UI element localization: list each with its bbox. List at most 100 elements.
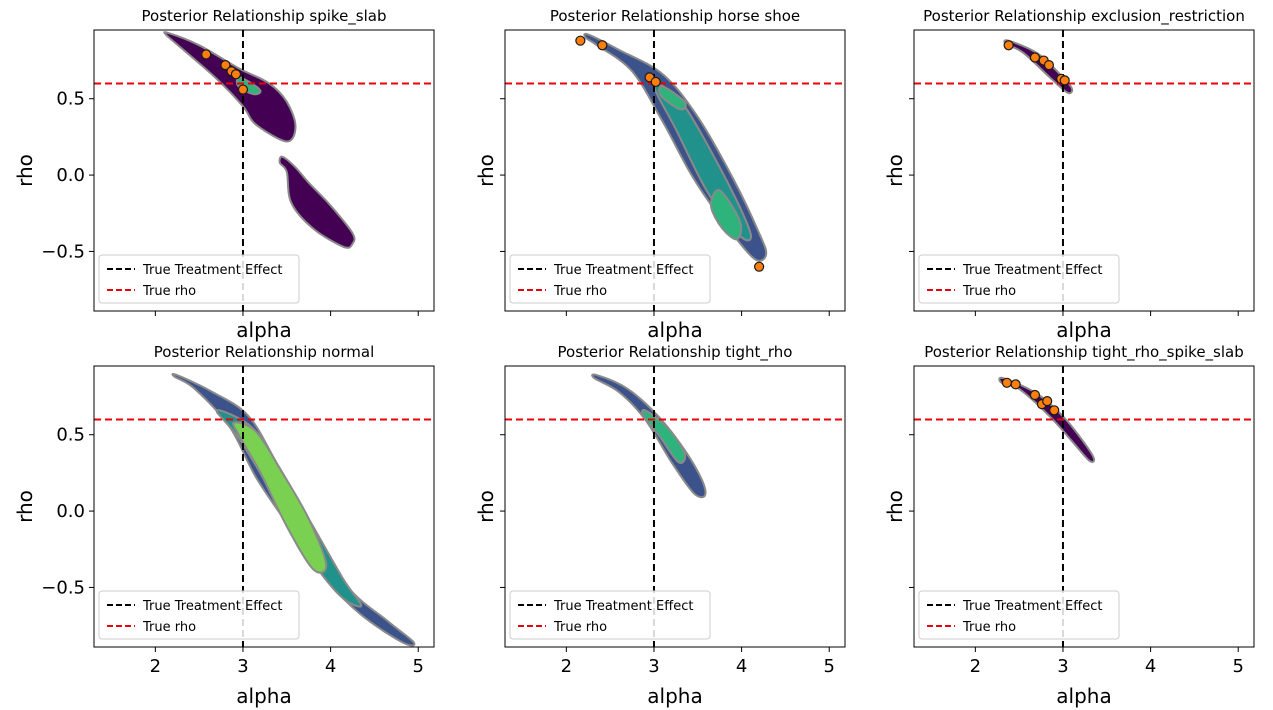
axes-frame — [913, 365, 1255, 648]
subplot-5: Posterior Relationship tight_rho 2 3 4 5 alph… — [474, 343, 846, 708]
axes-frame — [504, 29, 846, 312]
y-tick-label: −0.5 — [41, 241, 85, 262]
legend-box — [98, 254, 300, 304]
legend: True Treatment Effect True rho — [509, 254, 711, 304]
sample-point-5 — [1042, 396, 1053, 407]
sample-point-2 — [1029, 52, 1041, 63]
x-axis-label: alpha — [1056, 318, 1111, 342]
legend-label-2: True rho — [142, 284, 196, 299]
x-tick-label: 5 — [824, 656, 835, 677]
x-tick-label: 3 — [1057, 656, 1068, 677]
sample-point-1 — [201, 49, 212, 60]
legend: True Treatment Effect True rho — [918, 590, 1120, 640]
contour-region-1 — [591, 373, 707, 499]
legend-label-2: True rho — [962, 284, 1016, 299]
subplot-4: Posterior Relationship normal 2 3 4 5 0.5 0.0 −… — [13, 343, 435, 708]
sample-point-5 — [237, 84, 249, 95]
legend-label-1: True Treatment Effect — [142, 263, 282, 278]
y-axis-label: rho — [13, 490, 37, 523]
x-axis-label: alpha — [647, 684, 702, 708]
sample-point-1 — [1001, 377, 1012, 388]
sample-point-6 — [1059, 75, 1070, 86]
axes-frame — [93, 29, 435, 312]
y-axis-label: rho — [13, 154, 37, 187]
legend-box — [509, 254, 711, 304]
legend: True Treatment Effect True rho — [98, 254, 300, 304]
x-tick-label: 4 — [1145, 656, 1156, 677]
contour-region-1 — [163, 31, 297, 143]
y-axis-label: rho — [474, 154, 498, 187]
x-tick-label: 4 — [736, 656, 747, 677]
plot-area — [94, 30, 434, 311]
legend-box — [98, 590, 300, 640]
x-axis-label: alpha — [236, 318, 291, 342]
legend-box — [509, 590, 711, 640]
legend-label-2: True rho — [962, 620, 1016, 635]
legend: True Treatment Effect True rho — [918, 254, 1120, 304]
x-tick-label: 2 — [150, 656, 161, 677]
subplot-6: Posterior Relationship tight_rho_spike_s… — [883, 343, 1255, 708]
sample-point-4 — [1043, 60, 1055, 71]
x-axis-label: alpha — [1056, 684, 1111, 708]
contour-region-2 — [278, 155, 356, 249]
y-tick-label: 0.0 — [56, 165, 85, 186]
legend-label-2: True rho — [142, 620, 196, 635]
x-tick-label: 3 — [648, 656, 659, 677]
x-tick-label: 3 — [237, 656, 248, 677]
legend-label-2: True rho — [553, 620, 607, 635]
axes-frame — [913, 29, 1255, 312]
y-tick-label: 0.0 — [56, 501, 85, 522]
x-tick-label: 4 — [325, 656, 336, 677]
legend-box — [918, 254, 1120, 304]
sample-point-3 — [1029, 389, 1041, 401]
legend: True Treatment Effect True rho — [509, 590, 711, 640]
y-tick-label: 0.5 — [56, 89, 85, 110]
x-axis-label: alpha — [236, 684, 291, 708]
sample-point-4 — [230, 69, 242, 80]
x-tick-label: 2 — [970, 656, 981, 677]
sample-point-1 — [575, 35, 586, 46]
contour-region-4 — [709, 189, 743, 241]
contour-region-3 — [232, 421, 328, 574]
legend-label-1: True Treatment Effect — [553, 263, 693, 278]
sample-point-2 — [597, 40, 608, 51]
contour-region-2 — [641, 408, 687, 464]
legend-label-2: True rho — [553, 284, 607, 299]
y-tick-label: −0.5 — [41, 577, 85, 598]
x-tick-label: 5 — [1233, 656, 1244, 677]
subplot-title: Posterior Relationship normal — [154, 343, 374, 361]
legend-label-1: True Treatment Effect — [142, 599, 282, 614]
y-axis-label: rho — [883, 490, 907, 523]
plot-area — [94, 366, 434, 647]
subplot-title: Posterior Relationship tight_rho — [558, 343, 793, 362]
subplot-3: Posterior Relationship exclusion_restric… — [883, 7, 1255, 342]
legend-label-1: True Treatment Effect — [553, 599, 693, 614]
sample-point-1 — [1003, 40, 1014, 51]
legend-label-1: True Treatment Effect — [962, 599, 1102, 614]
axes-frame — [504, 365, 846, 648]
sample-point-5 — [754, 261, 765, 272]
subplot-title: Posterior Relationship horse shoe — [550, 7, 800, 25]
axes-frame — [93, 365, 435, 648]
subplot-title: Posterior Relationship exclusion_restric… — [923, 7, 1245, 26]
legend: True Treatment Effect True rho — [98, 590, 300, 640]
subplot-title: Posterior Relationship tight_rho_spike_s… — [924, 343, 1244, 362]
y-tick-label: 0.5 — [56, 425, 85, 446]
sample-point-4 — [650, 76, 661, 88]
plot-area — [914, 366, 1254, 647]
subplot-title: Posterior Relationship spike_slab — [142, 7, 387, 26]
subplot-1: Posterior Relationship spike_slab 0.5 0.0 −… — [13, 7, 435, 342]
y-axis-label: rho — [883, 154, 907, 187]
x-tick-label: 5 — [413, 656, 424, 677]
x-tick-label: 2 — [561, 656, 572, 677]
x-axis-label: alpha — [647, 318, 702, 342]
sample-point-2 — [1010, 379, 1021, 390]
sample-point-2 — [220, 60, 231, 71]
plot-area — [505, 30, 845, 311]
contour-region-3 — [658, 85, 687, 111]
sample-point-6 — [1049, 405, 1060, 416]
y-axis-label: rho — [474, 490, 498, 523]
subplot-2: Posterior Relationship horse shoe alpha rh… — [474, 7, 846, 342]
legend-label-1: True Treatment Effect — [962, 263, 1102, 278]
